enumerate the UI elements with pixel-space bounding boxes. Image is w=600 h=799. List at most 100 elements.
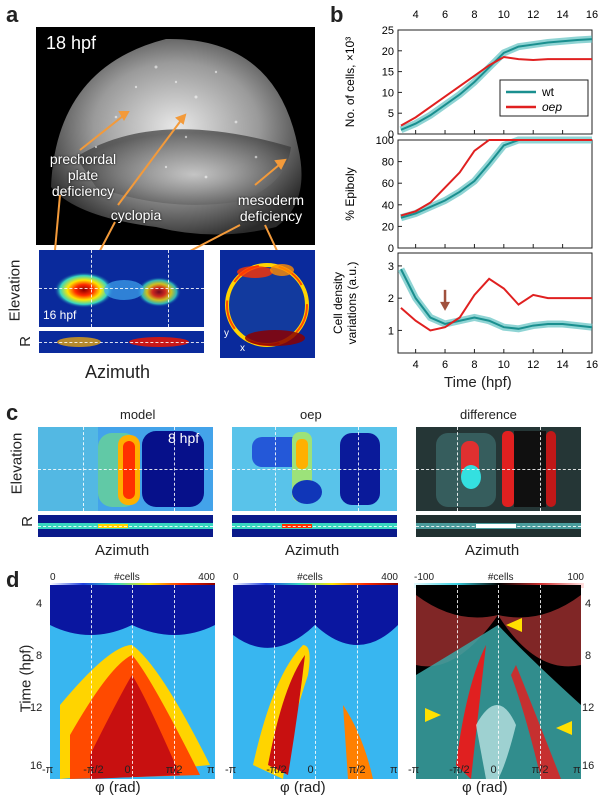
b-ytick-0-1: 5	[388, 108, 394, 120]
panel-c-title-oep: oep	[300, 407, 322, 422]
panel-c-model-xlabel: Azimuth	[95, 542, 150, 559]
panel-b-xlabel: Time (hpf)	[444, 374, 512, 391]
colorbar-2-label: #cells	[297, 572, 323, 583]
panel-a-azimuth-label: Azimuth	[85, 362, 151, 382]
d-xtick-1-4: π	[390, 764, 398, 776]
b-ytick-0-5: 25	[382, 25, 394, 37]
b-top-tick-6: 16	[586, 9, 598, 21]
b-ytick-1-0: 0	[388, 243, 394, 255]
b-ytick-0-0: 0	[388, 129, 394, 141]
d-xtick-2-3: π/2	[531, 764, 549, 776]
b-bottom-tick-3: 10	[498, 359, 510, 371]
b-legend	[499, 79, 589, 117]
b-top-tick-4: 12	[527, 9, 539, 21]
d-xtick-0-4: π	[207, 764, 215, 776]
panel-c-model-map: 8 hpf	[38, 427, 213, 511]
b-bottom-tick-1: 6	[442, 359, 448, 371]
d-xtick-2-2: 0	[490, 764, 497, 776]
b-ytick-1-5: 100	[376, 135, 394, 147]
arrowhead-3	[556, 721, 572, 735]
callout-mesoderm: mesoderm deficiency	[237, 192, 305, 224]
d-xtick-2-1: -π/2	[449, 764, 470, 776]
panel-c-title-model: model	[120, 407, 156, 422]
panel-d-xlabel-1: φ (rad)	[95, 779, 141, 796]
d-xtick-0-0: -π	[42, 764, 54, 776]
panel-d-letter: d	[6, 567, 20, 592]
b-ytick-0-3: 15	[382, 67, 394, 79]
d-xtick-0-1: -π/2	[83, 764, 104, 776]
panel-d-xlabel-2: φ (rad)	[280, 779, 326, 796]
b-ylabel-0: No. of cells, ×10³	[343, 37, 357, 127]
embryo-image: 18 hpf prechordal plate deficiency cyclo…	[36, 27, 315, 245]
b-series-0-oep	[400, 56, 592, 127]
panel-c-oep-r	[232, 515, 397, 537]
d-ytick-r3: 12	[582, 702, 595, 714]
b-ytick-2-1: 2	[388, 293, 394, 305]
panel-c-diff-map	[416, 427, 581, 511]
panel-b-charts: 0 5 10 15 20 25 No. of cells, ×10³ 0 20 40 60 80 100…	[331, 9, 598, 371]
panel-a-r-label: R	[16, 336, 34, 347]
colorbar-2-max: 400	[381, 572, 398, 583]
b-series-1-oep	[400, 139, 592, 217]
b-series-2-wt	[400, 268, 593, 330]
b-series-2-oep	[400, 277, 592, 332]
b-top-tick-5: 14	[556, 9, 568, 21]
b-ytick-1-3: 60	[382, 178, 394, 190]
panel-a-letter: a	[6, 2, 19, 27]
b-frame-2	[397, 252, 593, 354]
d-xtick-0-3: π/2	[165, 764, 183, 776]
b-ytick-1-1: 20	[382, 221, 394, 233]
b-bottom-tick-5: 14	[556, 359, 568, 371]
panel-a-circle-map: y x	[220, 250, 315, 358]
b-ytick-0-2: 10	[382, 87, 394, 99]
panel-c-stage: 8 hpf	[168, 430, 200, 446]
b-top-tick-1: 6	[442, 9, 448, 21]
embryo-photo	[51, 38, 302, 235]
panel-c-diff-r	[416, 515, 581, 537]
d-ytick-4: 16	[30, 760, 43, 772]
d-ytick-3: 12	[30, 702, 43, 714]
panel-d-xlabel-3: φ (rad)	[462, 779, 508, 796]
panel-c-title-difference: difference	[460, 407, 517, 422]
panel-d-model-heatmap	[50, 585, 215, 779]
b-top-tick-3: 10	[498, 9, 510, 21]
colorbar-3-max: 100	[567, 572, 584, 583]
b-ytick-2-0: 1	[388, 325, 394, 337]
d-ytick-2: 8	[36, 650, 43, 662]
b-ytick-1-2: 40	[382, 200, 394, 212]
d-xtick-2-4: π	[573, 764, 581, 776]
colorbar-2-min: 0	[233, 572, 239, 583]
b-top-tick-0: 4	[413, 9, 419, 21]
panel-c-oep-map	[232, 427, 397, 511]
b-ylabel-2: Cell densityvariations (a.u.)	[331, 262, 359, 345]
axis-y-label: y	[224, 328, 229, 339]
embryo-stage-label: 18 hpf	[46, 33, 97, 53]
b-arrow-head	[440, 301, 451, 311]
b-ytick-2-2: 3	[388, 261, 394, 273]
d-xtick-1-0: -π	[225, 764, 237, 776]
colorbar-1-min: 0	[50, 572, 56, 583]
arrowhead-2	[425, 708, 441, 722]
b-frame-0	[397, 29, 593, 135]
b-ytick-1-4: 80	[382, 157, 394, 169]
panel-c-oep-xlabel: Azimuth	[285, 542, 340, 559]
b-ylabel-1: % Epiboly	[343, 167, 357, 220]
colorbar-3-min: -100	[414, 572, 435, 583]
d-ytick-r1: 4	[585, 598, 592, 610]
panel-d-oep-heatmap	[233, 585, 398, 779]
d-xtick-0-2: 0	[124, 764, 131, 776]
panel-c-diff-xlabel: Azimuth	[465, 542, 520, 559]
panel-c-elevation-label: Elevation	[8, 432, 26, 495]
d-ytick-r4: 16	[582, 760, 595, 772]
panel-c-model-r	[38, 515, 213, 537]
panel-a-stage-small: 16 hpf	[43, 308, 77, 322]
b-ytick-0-4: 20	[382, 46, 394, 58]
axis-x-label: x	[240, 343, 245, 354]
b-bottom-tick-0: 4	[413, 359, 419, 371]
d-xtick-1-1: -π/2	[266, 764, 287, 776]
panel-b-letter: b	[330, 2, 344, 27]
d-xtick-1-2: 0	[307, 764, 314, 776]
panel-c-letter: c	[6, 400, 19, 425]
callout-prechordal: prechordal plate deficiency	[49, 151, 117, 199]
b-bottom-tick-4: 12	[527, 359, 539, 371]
